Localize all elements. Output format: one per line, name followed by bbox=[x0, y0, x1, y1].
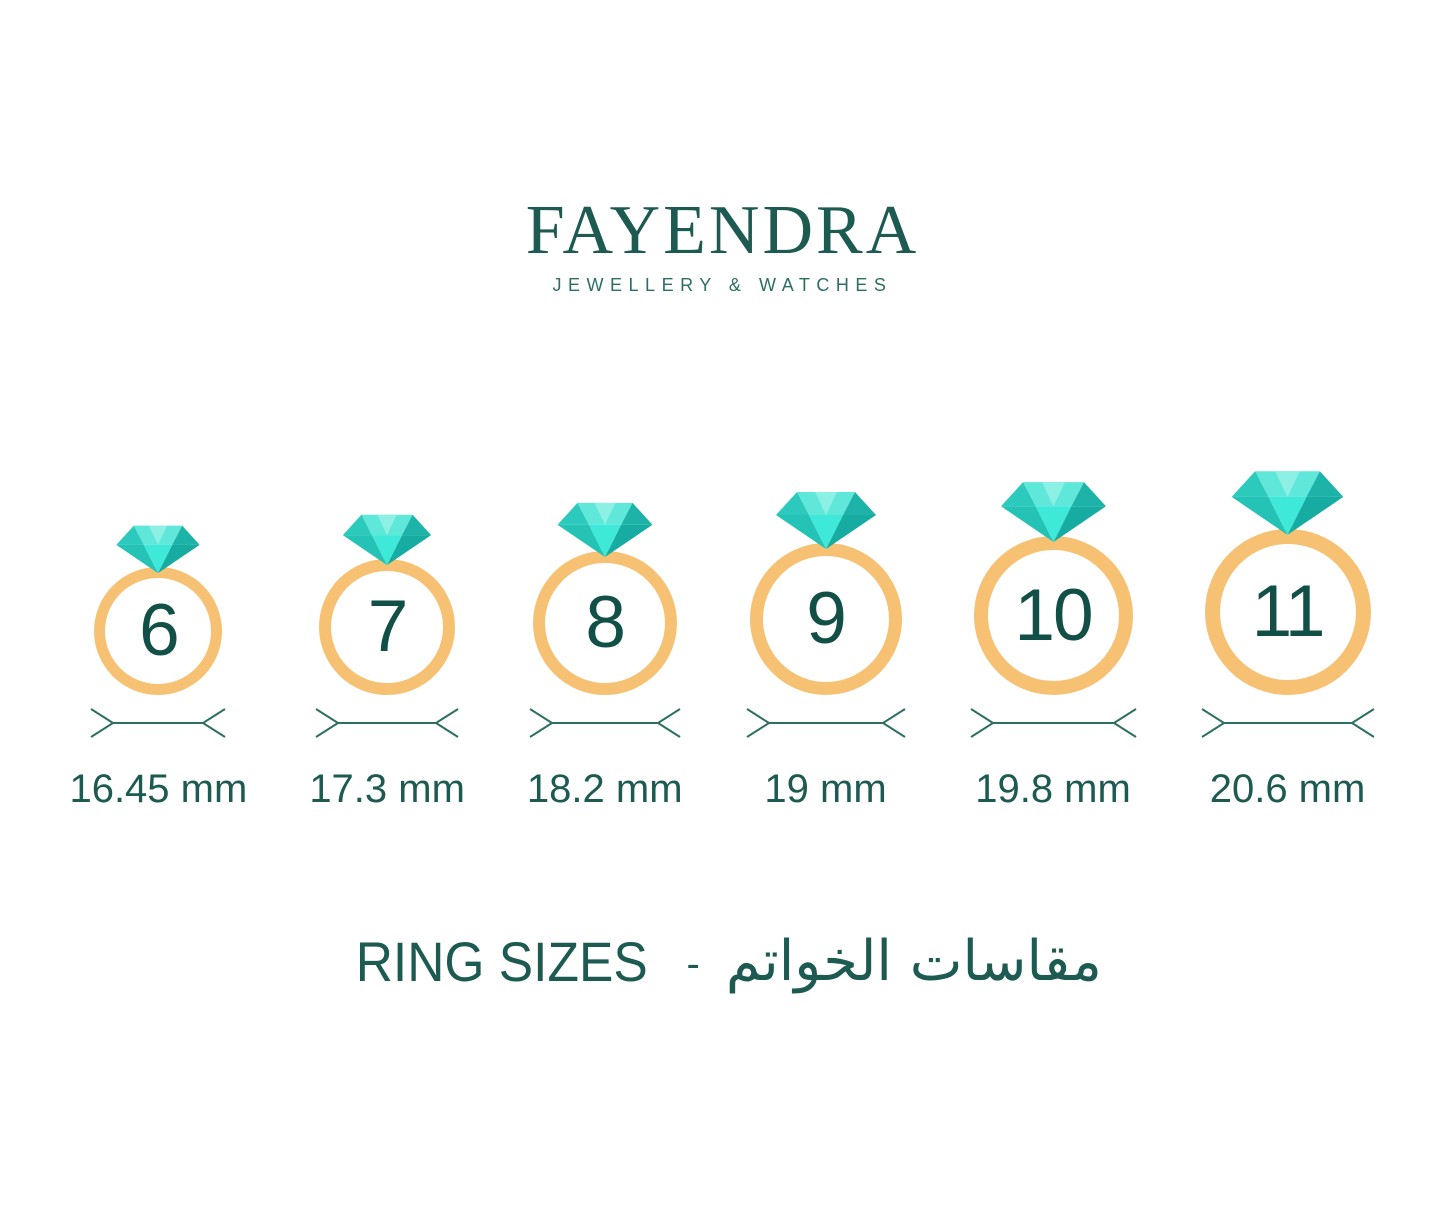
ring-size-number: 11 bbox=[1251, 571, 1326, 653]
ring-band: 11 bbox=[1204, 528, 1371, 695]
ring-band: 6 bbox=[94, 566, 223, 695]
ring-band: 9 bbox=[749, 542, 902, 695]
diameter-measure-arrow bbox=[315, 707, 459, 738]
ring-column: 6 16.45 mm bbox=[69, 524, 247, 812]
brand-header: FAYENDRA JEWELLERY & WATCHES bbox=[0, 0, 1445, 297]
ring-size-number: 8 bbox=[585, 582, 626, 664]
ring-size-number: 7 bbox=[367, 586, 409, 668]
ring-column: 8 18.2 mm bbox=[527, 501, 683, 812]
ring-diameter-label: 18.2 mm bbox=[526, 766, 683, 811]
diameter-measure-arrow bbox=[969, 707, 1137, 738]
diamond-gem-icon bbox=[557, 502, 653, 557]
diamond-gem-icon bbox=[775, 491, 876, 549]
ring-diameter-label: 19 mm bbox=[764, 766, 887, 811]
ring-diameter-label: 20.6 mm bbox=[1209, 766, 1366, 811]
ring-diameter-label: 16.45 mm bbox=[69, 766, 248, 811]
diameter-measure-arrow bbox=[745, 707, 906, 738]
ring-band: 7 bbox=[319, 558, 456, 695]
brand-tagline: JEWELLERY & WATCHES bbox=[552, 275, 893, 295]
ring-column: 11 20.6 mm bbox=[1200, 469, 1376, 812]
ring-size-number: 10 bbox=[1014, 574, 1093, 656]
footer-title: RING SIZES - مقاسات الخواتم bbox=[0, 928, 1445, 995]
diamond-gem-icon bbox=[1231, 470, 1344, 535]
diameter-measure-arrow bbox=[1200, 707, 1375, 738]
ring-size-number: 6 bbox=[139, 590, 180, 672]
ring-column: 9 19 mm bbox=[745, 490, 907, 812]
ring-diameter-label: 19.8 mm bbox=[975, 766, 1131, 811]
footer-separator: - bbox=[686, 942, 700, 987]
ring-column: 7 17.3 mm bbox=[309, 513, 465, 812]
diameter-measure-arrow bbox=[529, 707, 681, 738]
ring-band: 10 bbox=[973, 535, 1133, 695]
diameter-measure-arrow bbox=[90, 707, 226, 738]
footer-title-ar: مقاسات الخواتم bbox=[725, 928, 1102, 994]
brand-logo-text: FAYENDRA bbox=[525, 192, 920, 269]
diamond-gem-icon bbox=[116, 525, 201, 573]
diamond-gem-icon bbox=[1000, 481, 1106, 542]
footer-title-en: RING SIZES bbox=[355, 929, 648, 993]
ring-diameter-label: 17.3 mm bbox=[309, 766, 465, 811]
ring-size-number: 9 bbox=[806, 578, 847, 660]
ring-band: 8 bbox=[532, 550, 677, 695]
ring-column: 10 19.8 mm bbox=[969, 480, 1138, 812]
diamond-gem-icon bbox=[342, 514, 432, 565]
rings-row: 6 16.45 mm 7 17.3 mm bbox=[0, 469, 1445, 812]
